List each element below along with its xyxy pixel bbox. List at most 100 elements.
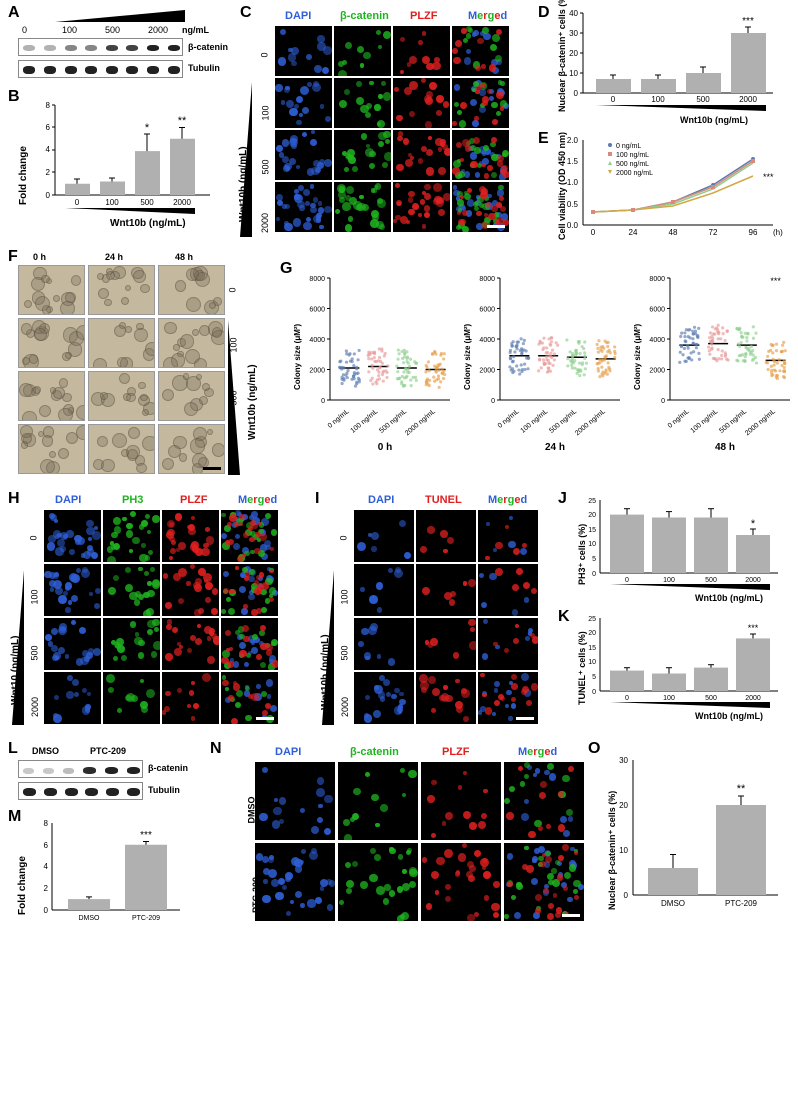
panel-F-cell-r1-c1 — [88, 318, 155, 368]
panel-F-scale-bar — [203, 467, 221, 470]
panel-J-label: J — [558, 490, 567, 508]
panel-A-blot-beta — [18, 38, 183, 56]
svg-text:2: 2 — [46, 168, 51, 177]
panel-H-cell-r2-c1 — [103, 618, 160, 670]
panel-H-cell-r2-c0 — [44, 618, 101, 670]
svg-text:0: 0 — [592, 689, 596, 696]
svg-text:2000: 2000 — [173, 198, 191, 207]
svg-text:DMSO: DMSO — [661, 899, 685, 908]
svg-text:100: 100 — [651, 95, 665, 104]
svg-text:100 ng/mL: 100 ng/mL — [520, 408, 550, 435]
panel-F-row0: 0 — [228, 287, 238, 292]
panel-F-cell-r0-c2 — [158, 265, 225, 315]
panel-C-cell-r3-c2 — [393, 182, 450, 232]
svg-text:2: 2 — [44, 884, 49, 893]
svg-text:30: 30 — [619, 756, 628, 765]
svg-text:20: 20 — [588, 512, 596, 519]
svg-text:500: 500 — [705, 577, 717, 584]
panel-I-cell-r0-c1 — [416, 510, 476, 562]
panel-L-label: L — [8, 740, 18, 758]
panel-F-cell-r1-c0 — [18, 318, 85, 368]
panel-H-cell-r3-c0 — [44, 672, 101, 724]
panel-C-ch-merged: Merged — [468, 10, 507, 22]
svg-text:PTC-209: PTC-209 — [132, 915, 160, 922]
panel-L-cond0: DMSO — [32, 746, 59, 756]
panel-N-ch-bcat: β-catenin — [350, 746, 399, 758]
panel-I-cell-r2-c2 — [478, 618, 538, 670]
svg-text:2000 ng/mL: 2000 ng/mL — [404, 408, 437, 437]
svg-text:2000 ng/mL: 2000 ng/mL — [744, 408, 777, 437]
panel-O-ylabel: Nuclear β-catenin⁺ cells (%) — [607, 791, 618, 910]
panel-C-cell-r0-c2 — [393, 26, 450, 76]
panel-K-chart: 0 5 10 15 20 25 *** 0 100 500 2000 — [568, 613, 788, 713]
svg-text:0: 0 — [491, 398, 495, 405]
svg-text:4: 4 — [44, 862, 49, 871]
svg-text:10: 10 — [588, 659, 596, 666]
panel-B-chart: 0 2 4 6 8 * ** 0 100 500 2000 — [20, 95, 220, 225]
panel-I-row1: 100 — [340, 589, 350, 604]
panel-I-row2: 500 — [340, 645, 350, 660]
svg-text:48: 48 — [669, 228, 678, 237]
panel-M-ylabel: Fold change — [17, 856, 28, 915]
svg-text:5: 5 — [592, 556, 596, 563]
panel-H-ch-ph3: PH3 — [122, 494, 143, 506]
svg-text:72: 72 — [709, 228, 718, 237]
svg-text:500 ng/mL: 500 ng/mL — [378, 408, 408, 435]
panel-I-label: I — [315, 490, 319, 508]
panel-A-dose-1: 100 — [62, 25, 77, 35]
panel-C-cell-r2-c3 — [452, 130, 509, 180]
panel-C-row3: 2000 — [260, 213, 270, 233]
panel-D-chart: 0 10 20 30 40 *** 0 100 500 2000 — [548, 8, 783, 118]
svg-text:0: 0 — [624, 891, 629, 900]
svg-text:100: 100 — [663, 577, 675, 584]
svg-text:2.0: 2.0 — [567, 136, 579, 145]
panel-C-scale-bar — [487, 225, 505, 228]
panel-K-xlabel: Wnt10b (ng/mL) — [695, 711, 763, 721]
svg-text:100 ng/mL: 100 ng/mL — [616, 152, 649, 159]
panel-H-ch-merged: Merged — [238, 494, 277, 506]
svg-text:0: 0 — [592, 571, 596, 578]
panel-I-row3: 2000 — [340, 697, 350, 717]
panel-F-side-label: Wnt10b (ng/mL) — [247, 364, 258, 440]
panel-N-cell-r1-c2 — [421, 843, 501, 921]
svg-text:500: 500 — [705, 695, 717, 702]
svg-text:6: 6 — [46, 123, 51, 132]
panel-I-row0: 0 — [339, 535, 349, 540]
svg-text:20: 20 — [569, 49, 578, 58]
panel-N-ch-plzf: PLZF — [442, 746, 470, 758]
svg-text:10: 10 — [569, 69, 578, 78]
panel-N-cell-r0-c2 — [421, 762, 501, 840]
panel-H-cell-r1-c0 — [44, 564, 101, 616]
panel-A-dose-0: 0 — [22, 25, 27, 35]
panel-I-ch-tunel: TUNEL — [425, 494, 462, 506]
panel-H-row0: 0 — [29, 535, 39, 540]
svg-text:6000: 6000 — [309, 307, 325, 314]
svg-text:4: 4 — [46, 145, 51, 154]
panel-E-chart: 0.0 0.5 1.0 1.5 2.0 0 24 48 72 96 (h) **… — [548, 135, 788, 245]
panel-H-cell-r3-c2 — [162, 672, 219, 724]
svg-text:100 ng/mL: 100 ng/mL — [350, 408, 380, 435]
panel-F-cell-r1-c2 — [158, 318, 225, 368]
svg-text:20: 20 — [619, 801, 628, 810]
panel-I-ch-dapi: DAPI — [368, 494, 394, 506]
svg-text:2000 ng/mL: 2000 ng/mL — [574, 408, 607, 437]
svg-text:500 ng/mL: 500 ng/mL — [548, 408, 578, 435]
panel-H-cell-r0-c2 — [162, 510, 219, 562]
svg-text:500: 500 — [140, 198, 154, 207]
panel-A-dose-3: 2000 — [148, 25, 168, 35]
panel-C-row2: 500 — [261, 159, 271, 174]
svg-text:4000: 4000 — [479, 337, 495, 344]
panel-I-ch-merged: Merged — [488, 494, 527, 506]
panel-C-ch-bcat: β-catenin — [340, 10, 389, 22]
panel-C-cell-r3-c1 — [334, 182, 391, 232]
panel-C-cell-r0-c0 — [275, 26, 332, 76]
svg-text:24: 24 — [629, 228, 638, 237]
panel-G-chart-1: 020004000600080000 ng/mL100 ng/mL500 ng/… — [465, 270, 625, 465]
panel-N-scale-bar — [562, 914, 580, 917]
svg-text:2000: 2000 — [745, 695, 761, 702]
panel-G-chart-2: 020004000600080000 ng/mL100 ng/mL500 ng/… — [635, 270, 795, 465]
panel-I-cell-r2-c0 — [354, 618, 414, 670]
panel-F-label: F — [8, 248, 18, 266]
svg-text:100 ng/mL: 100 ng/mL — [690, 408, 720, 435]
panel-O-chart: 0 10 20 30 ** DMSO PTC-209 — [598, 750, 788, 920]
